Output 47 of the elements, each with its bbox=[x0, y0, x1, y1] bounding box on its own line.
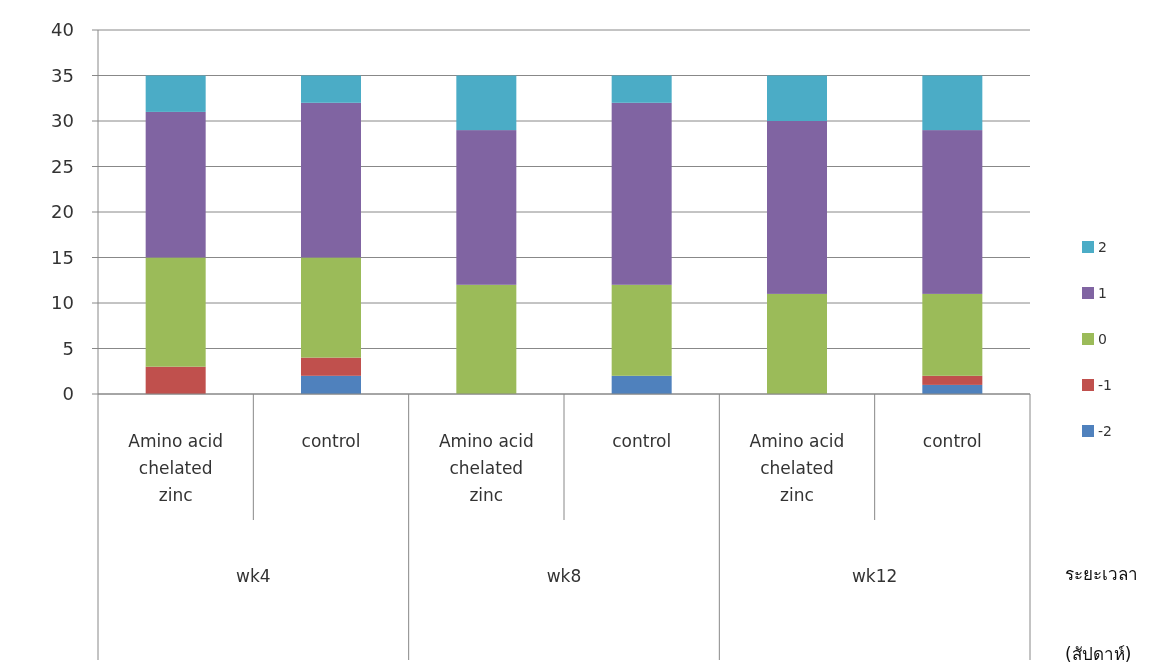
x-tick-label: control bbox=[922, 431, 982, 451]
x-tick-label: Amino acid chelated zinc bbox=[438, 431, 534, 505]
bar bbox=[611, 284, 672, 376]
y-tick-label: 15 bbox=[51, 246, 74, 268]
legend-label: 1 bbox=[1098, 285, 1107, 301]
bar bbox=[301, 257, 361, 358]
x-tick-label: control bbox=[612, 431, 672, 451]
y-tick-label: 30 bbox=[51, 110, 74, 131]
legend-label: -1 bbox=[1098, 377, 1112, 393]
y-tick-label: 0 bbox=[62, 383, 74, 404]
bar bbox=[767, 293, 827, 394]
x-tick-label: Amino acid chelated zinc bbox=[128, 431, 224, 505]
legend-label: 2 bbox=[1098, 239, 1107, 255]
bar bbox=[922, 375, 983, 385]
y-tick-label: 10 bbox=[51, 292, 74, 313]
legend-label: 0 bbox=[1098, 331, 1107, 347]
bar bbox=[145, 257, 206, 367]
bar bbox=[301, 75, 361, 103]
bar bbox=[145, 366, 206, 394]
bar bbox=[611, 75, 672, 103]
bar bbox=[456, 284, 517, 394]
bar bbox=[145, 111, 206, 258]
y-tick-label: 35 bbox=[51, 64, 74, 86]
bar bbox=[767, 75, 827, 121]
bar bbox=[301, 375, 361, 394]
text: wk8 bbox=[546, 566, 582, 586]
y-tick-label: 40 bbox=[51, 19, 74, 40]
bar bbox=[922, 130, 983, 294]
bar bbox=[456, 130, 517, 285]
bar bbox=[611, 102, 672, 285]
bar bbox=[767, 121, 827, 294]
bar bbox=[456, 75, 517, 131]
bar bbox=[301, 357, 361, 376]
x-tick-label: control bbox=[301, 431, 361, 451]
legend-label: -2 bbox=[1098, 423, 1112, 439]
x-tick-label: Amino acid chelated zinc bbox=[749, 431, 845, 505]
text: wk4 bbox=[236, 566, 271, 586]
y-tick-label: 20 bbox=[51, 201, 74, 222]
y-tick-label: 25 bbox=[51, 155, 74, 177]
text: wk12 bbox=[851, 566, 898, 586]
y-tick-label: 5 bbox=[62, 337, 74, 359]
bar bbox=[301, 102, 361, 258]
bar bbox=[922, 293, 983, 376]
bar bbox=[611, 375, 672, 394]
text: ระยะเวลา (สัปดาห์) bbox=[1065, 564, 1138, 664]
bar bbox=[922, 75, 983, 131]
bar bbox=[145, 75, 206, 112]
